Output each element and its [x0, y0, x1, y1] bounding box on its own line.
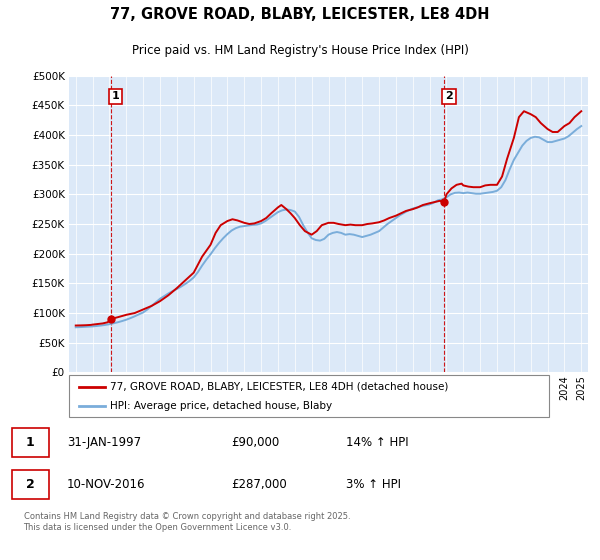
Text: 31-JAN-1997: 31-JAN-1997	[67, 436, 141, 449]
Text: 1: 1	[26, 436, 35, 449]
Text: HPI: Average price, detached house, Blaby: HPI: Average price, detached house, Blab…	[110, 401, 332, 411]
Text: 3% ↑ HPI: 3% ↑ HPI	[346, 478, 401, 491]
Text: 2: 2	[445, 91, 453, 101]
Text: Price paid vs. HM Land Registry's House Price Index (HPI): Price paid vs. HM Land Registry's House …	[131, 44, 469, 57]
Text: 1: 1	[112, 91, 120, 101]
Text: £287,000: £287,000	[231, 478, 287, 491]
FancyBboxPatch shape	[12, 428, 49, 457]
Text: 77, GROVE ROAD, BLABY, LEICESTER, LE8 4DH: 77, GROVE ROAD, BLABY, LEICESTER, LE8 4D…	[110, 7, 490, 22]
Text: Contains HM Land Registry data © Crown copyright and database right 2025.
This d: Contains HM Land Registry data © Crown c…	[23, 512, 350, 531]
Text: 14% ↑ HPI: 14% ↑ HPI	[346, 436, 409, 449]
Text: £90,000: £90,000	[231, 436, 279, 449]
FancyBboxPatch shape	[12, 470, 49, 499]
Text: 77, GROVE ROAD, BLABY, LEICESTER, LE8 4DH (detached house): 77, GROVE ROAD, BLABY, LEICESTER, LE8 4D…	[110, 381, 448, 391]
Text: 10-NOV-2016: 10-NOV-2016	[67, 478, 145, 491]
Text: 2: 2	[26, 478, 35, 491]
FancyBboxPatch shape	[69, 375, 549, 417]
